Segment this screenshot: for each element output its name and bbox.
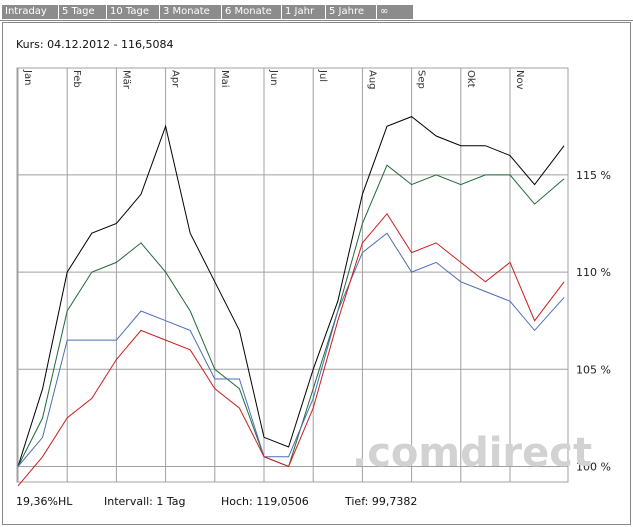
interval-info: Intervall: 1 Tag bbox=[104, 495, 186, 508]
y-tick-label: 110 % bbox=[576, 266, 611, 279]
x-tick-label: Sep bbox=[416, 70, 427, 89]
watermark-logo: .comdirect bbox=[352, 430, 592, 476]
tab-5-tage[interactable]: 5 Tage bbox=[59, 5, 107, 19]
plot-area bbox=[16, 67, 569, 483]
x-tick-label: Mär bbox=[120, 70, 131, 90]
y-tick-label: 115 % bbox=[576, 169, 611, 182]
x-tick-label: Apr bbox=[170, 70, 181, 88]
tab-6-monate[interactable]: 6 Monate bbox=[222, 5, 282, 19]
tab-1-jahr[interactable]: 1 Jahr bbox=[282, 5, 326, 19]
period-tab-bar: Intraday 5 Tage 10 Tage 3 Monate 6 Monat… bbox=[0, 0, 633, 21]
x-tick-label: Aug bbox=[366, 70, 377, 90]
high-value: Hoch: 119,0506 bbox=[221, 495, 309, 508]
x-tick-label: Nov bbox=[514, 70, 525, 90]
series-line-red bbox=[17, 212, 565, 487]
tab-10-tage[interactable]: 10 Tage bbox=[107, 5, 160, 19]
x-tick-label: Feb bbox=[71, 70, 82, 88]
series-line-black bbox=[17, 116, 565, 467]
y-tick-label: 100 % bbox=[576, 460, 611, 473]
tab-intraday[interactable]: Intraday bbox=[2, 5, 59, 19]
tab-5-jahre[interactable]: 5 Jahre bbox=[326, 5, 377, 19]
hl-percent: 19,36%HL bbox=[16, 495, 73, 508]
x-tick-label: Jul bbox=[317, 69, 328, 82]
x-tick-label: Okt bbox=[465, 70, 476, 88]
tab-3-monate[interactable]: 3 Monate bbox=[160, 5, 222, 19]
chart-frame bbox=[2, 22, 631, 525]
low-value: Tief: 99,7382 bbox=[345, 495, 418, 508]
y-tick-label: 105 % bbox=[576, 363, 611, 376]
tab-all-time[interactable]: ∞ bbox=[377, 5, 414, 19]
x-tick-label: Jun bbox=[268, 69, 279, 86]
x-tick-label: Mai bbox=[219, 70, 230, 88]
price-headline: Kurs: 04.12.2012 - 116,5084 bbox=[16, 38, 174, 51]
series-line-blue bbox=[17, 232, 565, 467]
x-tick-label: Jan bbox=[22, 69, 33, 85]
